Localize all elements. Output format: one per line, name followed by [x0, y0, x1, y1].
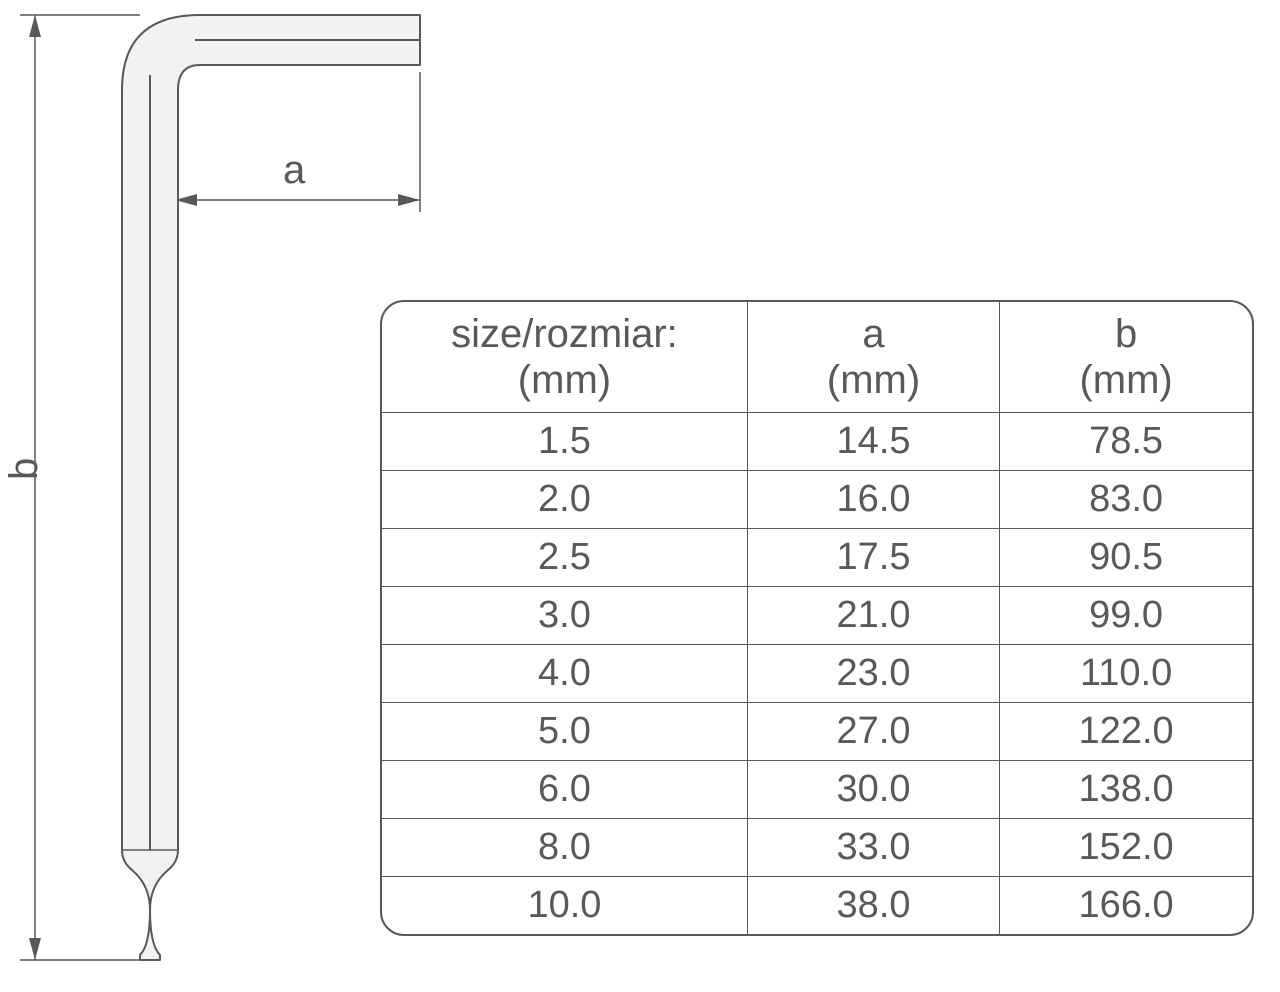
- cell-b: 99.0: [1000, 587, 1252, 645]
- col-header-a: a (mm): [747, 302, 999, 413]
- cell-size: 2.0: [382, 471, 747, 529]
- cell-b: 78.5: [1000, 413, 1252, 471]
- col-header-size-line1: size/rozmiar:: [451, 312, 678, 356]
- cell-size: 10.0: [382, 877, 747, 935]
- col-header-a-line2: (mm): [827, 358, 920, 402]
- col-header-b-line2: (mm): [1079, 358, 1172, 402]
- col-header-a-line1: a: [862, 312, 884, 356]
- cell-size: 5.0: [382, 703, 747, 761]
- page: a b size/rozmiar: (mm) a (mm) b: [0, 0, 1280, 992]
- cell-size: 8.0: [382, 819, 747, 877]
- cell-b: 122.0: [1000, 703, 1252, 761]
- dimension-label-b: b: [2, 458, 47, 480]
- cell-b: 138.0: [1000, 761, 1252, 819]
- cell-size: 1.5: [382, 413, 747, 471]
- table-row: 6.030.0138.0: [382, 761, 1252, 819]
- cell-b: 152.0: [1000, 819, 1252, 877]
- cell-size: 2.5: [382, 529, 747, 587]
- table-row: 8.033.0152.0: [382, 819, 1252, 877]
- cell-a: 30.0: [747, 761, 999, 819]
- cell-b: 83.0: [1000, 471, 1252, 529]
- cell-size: 3.0: [382, 587, 747, 645]
- cell-a: 14.5: [747, 413, 999, 471]
- cell-a: 16.0: [747, 471, 999, 529]
- cell-b: 90.5: [1000, 529, 1252, 587]
- col-header-size-line2: (mm): [518, 358, 611, 402]
- cell-size: 4.0: [382, 645, 747, 703]
- cell-a: 33.0: [747, 819, 999, 877]
- table-row: 2.517.590.5: [382, 529, 1252, 587]
- cell-a: 17.5: [747, 529, 999, 587]
- cell-a: 23.0: [747, 645, 999, 703]
- table-row: 3.021.099.0: [382, 587, 1252, 645]
- cell-a: 27.0: [747, 703, 999, 761]
- table-header-row: size/rozmiar: (mm) a (mm) b (mm): [382, 302, 1252, 413]
- cell-a: 21.0: [747, 587, 999, 645]
- table-row: 4.023.0110.0: [382, 645, 1252, 703]
- table-row: 2.016.083.0: [382, 471, 1252, 529]
- size-table: size/rozmiar: (mm) a (mm) b (mm) 1.514.5…: [380, 300, 1254, 936]
- table-row: 10.038.0166.0: [382, 877, 1252, 935]
- col-header-b-line1: b: [1115, 312, 1137, 356]
- cell-size: 6.0: [382, 761, 747, 819]
- table-row: 5.027.0122.0: [382, 703, 1252, 761]
- size-table-inner: size/rozmiar: (mm) a (mm) b (mm) 1.514.5…: [382, 302, 1252, 934]
- dimension-label-a: a: [283, 148, 305, 193]
- col-header-size: size/rozmiar: (mm): [382, 302, 747, 413]
- cell-b: 166.0: [1000, 877, 1252, 935]
- col-header-b: b (mm): [1000, 302, 1252, 413]
- table-row: 1.514.578.5: [382, 413, 1252, 471]
- cell-a: 38.0: [747, 877, 999, 935]
- cell-b: 110.0: [1000, 645, 1252, 703]
